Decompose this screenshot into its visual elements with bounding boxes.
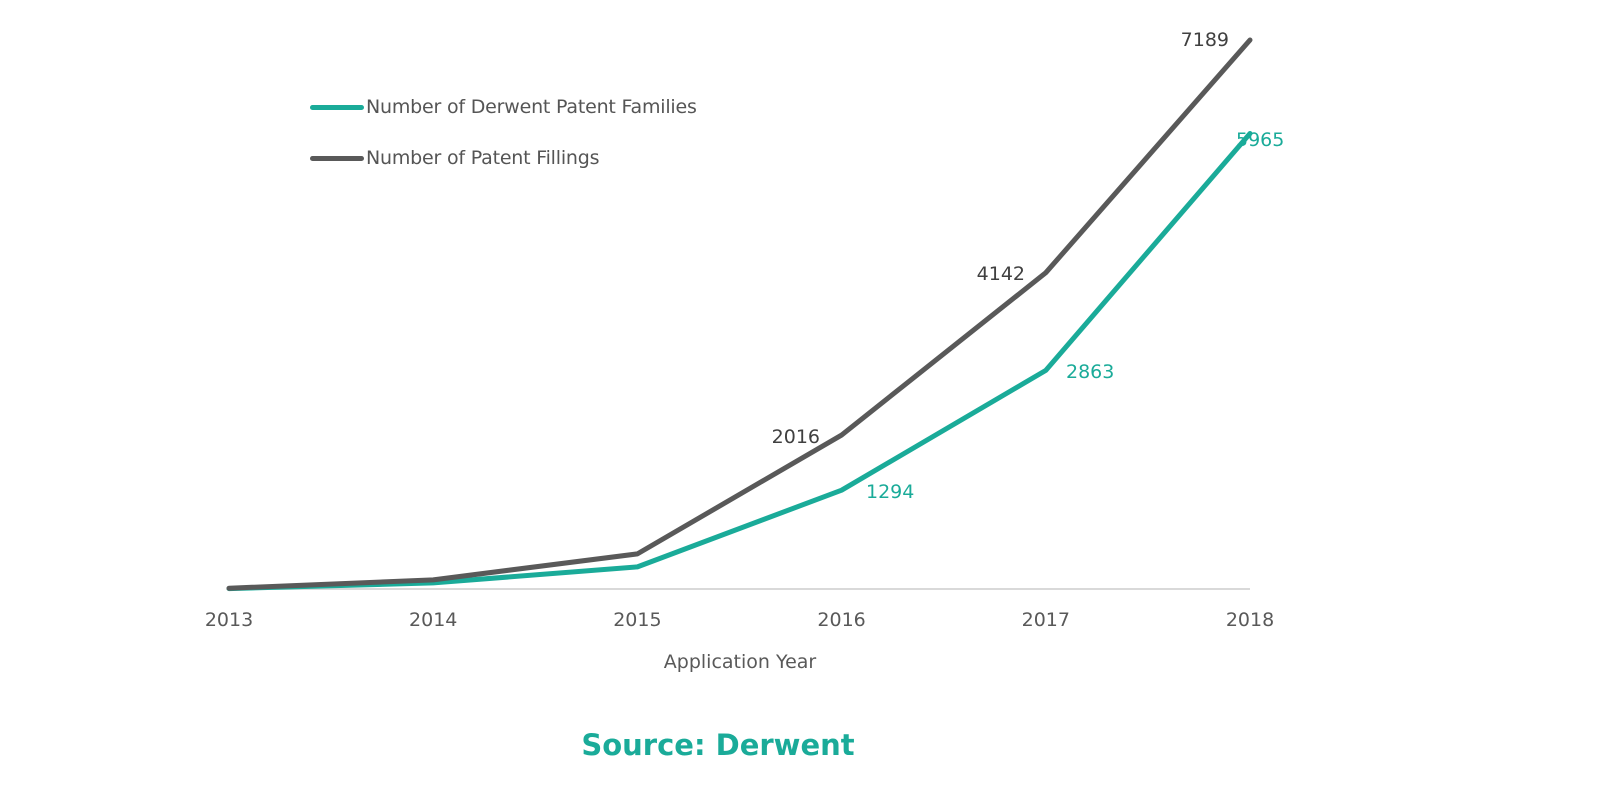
x-tick-label: 2018	[1226, 609, 1274, 631]
legend-item-patent-families: Number of Derwent Patent Families	[310, 92, 697, 122]
data-label: 2863	[1066, 361, 1114, 383]
x-tick-label: 2013	[205, 609, 253, 631]
legend-swatch-gray-icon	[310, 155, 364, 161]
legend-label: Number of Derwent Patent Families	[366, 96, 697, 118]
x-tick-label: 2015	[613, 609, 661, 631]
data-label: 4142	[977, 263, 1025, 285]
x-tick-label: 2017	[1022, 609, 1070, 631]
series-line-patent-families	[226, 130, 1253, 592]
legend-swatch-teal-icon	[310, 104, 364, 110]
legend-item-patent-fillings: Number of Patent Fillings	[310, 143, 697, 173]
x-tick-label: 2016	[817, 609, 865, 631]
series-line-patent-fillings	[226, 37, 1253, 591]
data-label: 7189	[1181, 29, 1229, 51]
source-caption: Source: Derwent	[581, 728, 855, 762]
x-axis-title: Application Year	[664, 651, 817, 673]
x-tick-label: 2014	[409, 609, 457, 631]
data-label: 2016	[772, 426, 820, 448]
data-label: 5965	[1236, 129, 1284, 151]
data-label: 1294	[866, 481, 914, 503]
chart-legend: Number of Derwent Patent Families Number…	[310, 92, 697, 194]
legend-label: Number of Patent Fillings	[366, 147, 600, 169]
